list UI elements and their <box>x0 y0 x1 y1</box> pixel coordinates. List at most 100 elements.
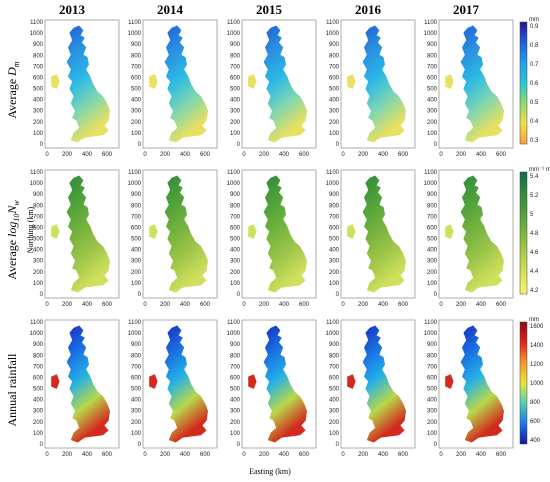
y-tick-label: 0 <box>237 292 241 298</box>
y-tick-label: 700 <box>131 64 142 70</box>
x-tick-label: 0 <box>439 452 443 458</box>
y-tick-label: 200 <box>230 270 241 276</box>
colorbar-tick-label: 600 <box>530 419 541 425</box>
y-tick-label: 400 <box>230 398 241 404</box>
y-tick-label: 1100 <box>424 320 438 326</box>
y-tick-label: 700 <box>33 214 44 220</box>
y-tick-label: 200 <box>131 120 142 126</box>
y-tick-label: 600 <box>230 375 241 381</box>
x-tick-label: 200 <box>358 302 369 308</box>
y-tick-label: 700 <box>427 364 438 370</box>
x-tick-label: 0 <box>143 302 147 308</box>
y-tick-label: 600 <box>33 75 44 81</box>
y-tick-label: 100 <box>33 431 44 437</box>
y-tick-label: 300 <box>230 409 241 415</box>
y-tick-label: 700 <box>329 64 340 70</box>
y-tick-label: 1000 <box>128 331 142 337</box>
y-tick-label: 0 <box>40 142 44 148</box>
x-tick-label: 600 <box>496 302 507 308</box>
x-tick-label: 200 <box>259 452 270 458</box>
y-tick-label: 700 <box>230 364 241 370</box>
y-tick-label: 500 <box>131 237 142 243</box>
y-tick-label: 400 <box>329 98 340 104</box>
colorbar-tick-label: 0.9 <box>530 24 539 30</box>
y-tick-label: 1100 <box>227 20 241 26</box>
y-tick-label: 400 <box>230 98 241 104</box>
y-tick-label: 900 <box>329 192 340 198</box>
y-tick-label: 300 <box>33 409 44 415</box>
y-tick-label: 0 <box>40 292 44 298</box>
x-tick-label: 200 <box>160 302 171 308</box>
y-tick-label: 400 <box>131 98 142 104</box>
y-tick-label: 300 <box>427 409 438 415</box>
y-tick-label: 800 <box>230 203 241 209</box>
y-tick-label: 300 <box>427 259 438 265</box>
y-tick-label: 600 <box>131 75 142 81</box>
y-tick-label: 1000 <box>424 331 438 337</box>
row-label-nw: Average log10Nw <box>5 200 21 280</box>
y-tick-label: 600 <box>329 225 340 231</box>
y-tick-label: 200 <box>230 120 241 126</box>
y-tick-label: 900 <box>329 42 340 48</box>
y-tick-label: 500 <box>131 87 142 93</box>
x-tick-label: 0 <box>45 152 49 158</box>
northing-axis-label: Northing (km) <box>26 206 35 253</box>
x-tick-label: 0 <box>143 452 147 458</box>
y-tick-label: 1100 <box>227 170 241 176</box>
y-tick-label: 600 <box>427 375 438 381</box>
y-tick-label: 1000 <box>227 331 241 337</box>
colorbar-tick-label: 4.4 <box>530 269 539 275</box>
y-tick-label: 1100 <box>128 20 142 26</box>
y-tick-label: 600 <box>427 75 438 81</box>
y-tick-label: 400 <box>329 248 340 254</box>
year-header-2013: 2013 <box>59 2 86 17</box>
y-tick-label: 200 <box>329 120 340 126</box>
y-tick-label: 0 <box>336 142 340 148</box>
colorbar-tick-label: 0.5 <box>530 100 539 106</box>
y-tick-label: 600 <box>329 375 340 381</box>
y-tick-label: 300 <box>131 409 142 415</box>
x-tick-label: 600 <box>398 152 409 158</box>
y-tick-label: 700 <box>427 214 438 220</box>
x-tick-label: 200 <box>62 452 73 458</box>
y-tick-label: 200 <box>427 270 438 276</box>
year-header-2015: 2015 <box>256 2 283 17</box>
y-tick-label: 500 <box>230 87 241 93</box>
x-tick-label: 200 <box>259 302 270 308</box>
colorbar-gradient <box>519 21 528 145</box>
y-tick-label: 500 <box>329 237 340 243</box>
y-tick-label: 100 <box>329 131 340 137</box>
x-tick-label: 600 <box>200 452 211 458</box>
row-label-rainfall: Annual rainfall <box>5 353 19 427</box>
x-tick-label: 200 <box>62 302 73 308</box>
y-tick-label: 900 <box>230 192 241 198</box>
y-tick-label: 100 <box>427 131 438 137</box>
y-tick-label: 500 <box>329 387 340 393</box>
y-tick-label: 200 <box>427 420 438 426</box>
y-tick-label: 500 <box>427 237 438 243</box>
y-tick-label: 900 <box>427 42 438 48</box>
x-tick-label: 600 <box>299 302 310 308</box>
y-tick-label: 0 <box>434 142 438 148</box>
colorbar-tick-label: 0.8 <box>530 43 539 49</box>
y-tick-label: 500 <box>33 87 44 93</box>
y-tick-label: 600 <box>427 225 438 231</box>
y-tick-label: 1000 <box>424 181 438 187</box>
x-tick-label: 600 <box>496 452 507 458</box>
y-tick-label: 700 <box>33 364 44 370</box>
x-tick-label: 0 <box>341 452 345 458</box>
y-tick-label: 800 <box>329 203 340 209</box>
colorbar-unit: mm <box>529 17 539 23</box>
y-tick-label: 800 <box>427 53 438 59</box>
y-tick-label: 400 <box>33 98 44 104</box>
y-tick-label: 400 <box>329 398 340 404</box>
y-tick-label: 800 <box>230 353 241 359</box>
